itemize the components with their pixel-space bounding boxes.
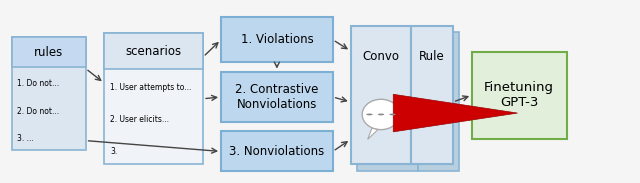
Text: Finetuning
GPT-3: Finetuning GPT-3 xyxy=(484,81,554,109)
FancyBboxPatch shape xyxy=(472,52,566,139)
FancyBboxPatch shape xyxy=(104,33,203,164)
Text: 3. Nonviolations: 3. Nonviolations xyxy=(229,145,324,158)
Text: scenarios: scenarios xyxy=(125,44,182,57)
Text: 2. Do not...: 2. Do not... xyxy=(17,107,59,116)
Text: 1. Violations: 1. Violations xyxy=(241,33,313,46)
FancyBboxPatch shape xyxy=(12,37,86,67)
Circle shape xyxy=(378,113,384,115)
Text: rules: rules xyxy=(35,46,63,59)
Text: Convo: Convo xyxy=(362,50,399,63)
Text: 3.: 3. xyxy=(110,147,117,156)
Text: 1. User attempts to...: 1. User attempts to... xyxy=(110,83,191,92)
FancyBboxPatch shape xyxy=(412,26,453,164)
Circle shape xyxy=(389,113,396,115)
Text: 3. ...: 3. ... xyxy=(17,134,33,143)
Polygon shape xyxy=(367,128,378,139)
FancyBboxPatch shape xyxy=(12,37,86,150)
FancyBboxPatch shape xyxy=(104,33,203,69)
Ellipse shape xyxy=(362,99,400,130)
FancyBboxPatch shape xyxy=(357,32,418,171)
Text: 2. Contrastive
Nonviolations: 2. Contrastive Nonviolations xyxy=(236,83,319,111)
FancyBboxPatch shape xyxy=(221,72,333,122)
Text: 2. User elicits...: 2. User elicits... xyxy=(110,115,169,124)
Polygon shape xyxy=(393,94,518,132)
FancyBboxPatch shape xyxy=(418,32,460,171)
FancyBboxPatch shape xyxy=(221,131,333,171)
Circle shape xyxy=(366,113,372,115)
Text: Rule: Rule xyxy=(419,50,445,63)
FancyBboxPatch shape xyxy=(351,26,412,164)
Text: 1. Do not...: 1. Do not... xyxy=(17,79,59,88)
FancyBboxPatch shape xyxy=(221,17,333,62)
